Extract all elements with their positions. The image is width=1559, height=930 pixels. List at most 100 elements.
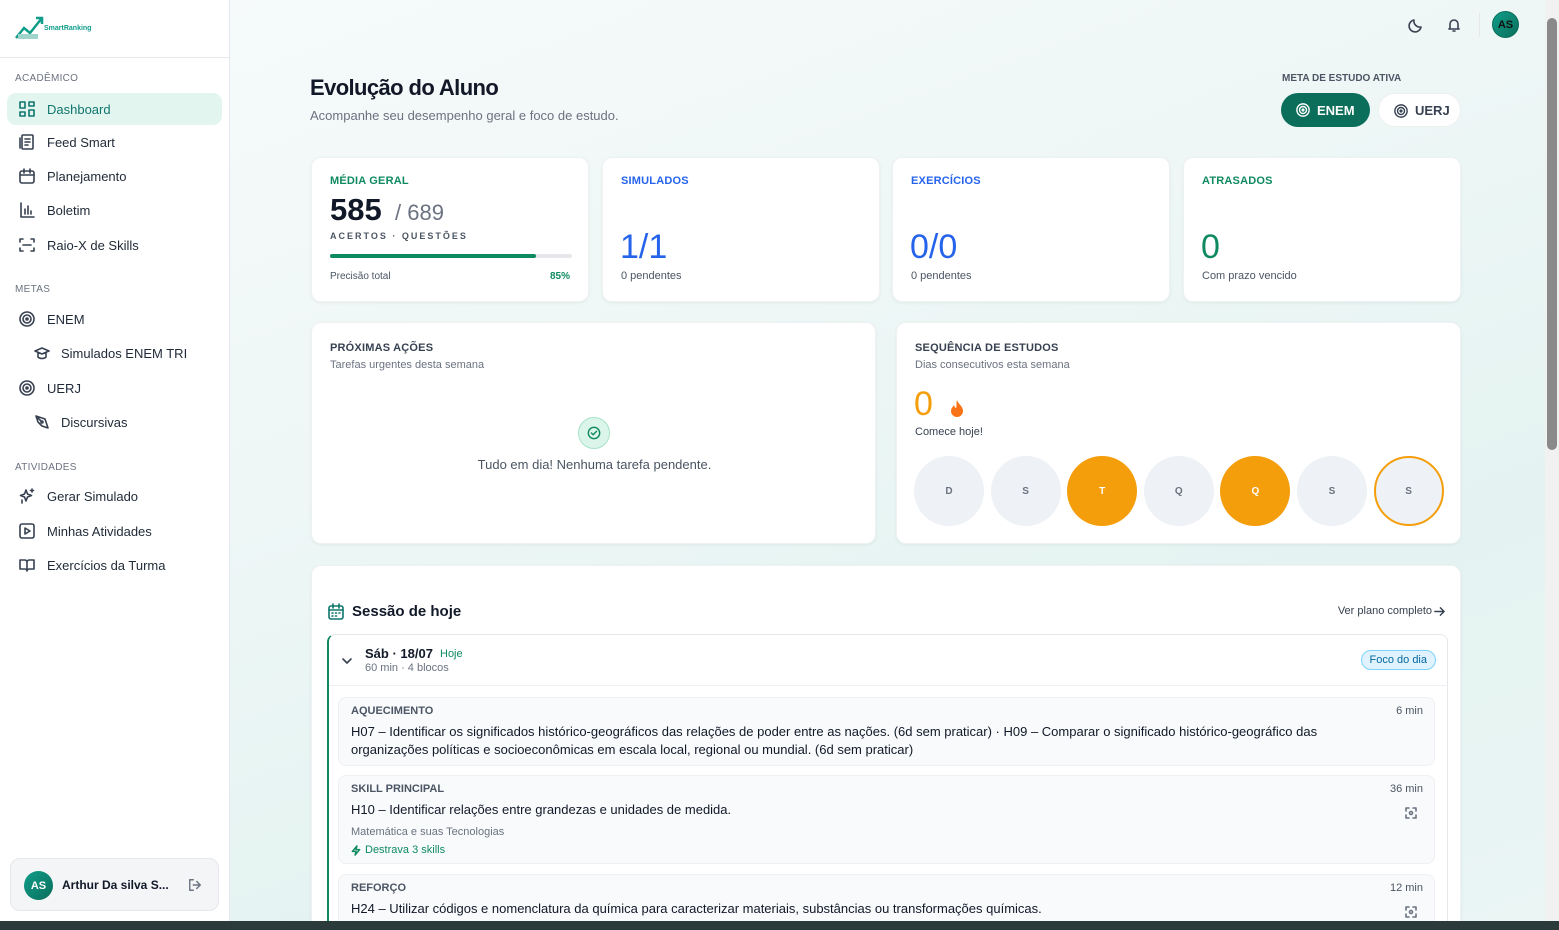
streak-day: S (1373, 456, 1444, 526)
block-unlock: Destrava 3 skills (365, 844, 446, 856)
nav-item[interactable]: Exercícios da Turma (7, 549, 222, 581)
nav-item[interactable]: ENEM (7, 303, 222, 335)
block-text: H24 – Utilizar códigos e nomenclatura da… (351, 901, 1042, 916)
stat-value: 1/1 (620, 228, 668, 266)
icon-part (34, 347, 50, 360)
block-duration: 36 min (1389, 783, 1423, 795)
icon-part (951, 400, 963, 417)
user-name: Arthur Da silva S... (62, 878, 169, 892)
stat-card: SIMULADOS 1/1 0 pendentes (602, 157, 880, 302)
icon-part (1301, 108, 1305, 112)
goal-button[interactable]: UERJ (1378, 93, 1461, 127)
icon (19, 523, 35, 539)
section-title: ACADÊMICO (15, 73, 79, 84)
nav-item[interactable]: Raio-X de Skills (7, 229, 222, 261)
empty-message: Tudo em dia! Nenhuma tarefa pendente. (477, 457, 712, 472)
icon-part (1399, 109, 1403, 113)
streak-day: Q (1220, 456, 1291, 526)
session-block: SKILL PRINCIPAL 36 min H10 – Identificar… (338, 775, 1435, 864)
icon-part (19, 311, 35, 327)
icon (1296, 103, 1310, 117)
icon (34, 347, 50, 360)
icon-part (1408, 909, 1414, 915)
icon (19, 559, 35, 572)
icon-part (19, 559, 35, 572)
nav-item[interactable]: Simulados ENEM TRI (7, 337, 222, 369)
nav-label: Boletim (47, 202, 91, 218)
nav-item[interactable]: UERJ (7, 372, 222, 404)
nav-label: Feed Smart (47, 134, 115, 150)
icon-part (1405, 807, 1417, 819)
page-title: Evolução do Aluno (310, 75, 499, 100)
nav-item[interactable]: Feed Smart (7, 126, 222, 158)
scan-button[interactable] (1405, 807, 1417, 819)
icon-part (1396, 106, 1406, 116)
stat-value: 0/0 (910, 228, 958, 266)
nav-item[interactable]: Boletim (7, 194, 222, 226)
plan-link[interactable]: Ver plano completo (1337, 605, 1432, 617)
theme-toggle[interactable] (1408, 17, 1424, 33)
notifications-button[interactable] (1446, 17, 1462, 33)
streak-card: SEQUÊNCIA DE ESTUDOS Dias consecutivos e… (896, 322, 1461, 544)
stat-caption: ACERTOS · QUESTÕES (330, 231, 468, 241)
stat-total: / 689 (395, 200, 444, 225)
nav-label: ENEM (47, 311, 85, 327)
block-kind: REFORÇO (351, 882, 406, 894)
precision-label: Precisão total (330, 271, 391, 282)
day-tag: Hoje (440, 648, 463, 660)
goal-button[interactable]: ENEM (1281, 93, 1370, 127)
sidebar: SmartRanking ACADÊMICO Dashboard Feed Sm… (0, 0, 230, 930)
block-subject: Matemática e suas Tecnologias (351, 826, 505, 838)
icon (1394, 104, 1408, 118)
icon-part (22, 314, 32, 324)
scrollbar-thumb[interactable] (1547, 18, 1557, 450)
stat-label: MÉDIA GERAL (330, 175, 409, 187)
stat-card: EXERCÍCIOS 0/0 0 pendentes (892, 157, 1170, 302)
goal-label: META DE ESTUDO ATIVA (1282, 73, 1402, 84)
goal-text: UERJ (1415, 102, 1450, 118)
nav-item[interactable]: Planejamento (7, 160, 222, 192)
icon-part (19, 238, 35, 252)
user-avatar: AS (24, 871, 53, 900)
page-subtitle: Acompanhe seu desempenho geral e foco de… (310, 108, 619, 123)
collapse-toggle[interactable] (341, 655, 353, 667)
icon-part (19, 488, 35, 504)
icon-part (20, 202, 35, 218)
divider (329, 685, 1448, 686)
icon (19, 311, 35, 327)
streak-day: D (914, 456, 984, 526)
stat-label: SIMULADOS (621, 175, 689, 187)
icon-part (19, 523, 35, 539)
icon-part (328, 605, 344, 620)
day-title: Sáb · 18/07 (365, 646, 433, 661)
streak-day: T (1067, 456, 1138, 526)
icon-part (40, 420, 44, 424)
nav-item[interactable]: Dashboard (7, 93, 222, 125)
logout-button[interactable] (188, 878, 202, 892)
card-subtitle: Dias consecutivos esta semana (915, 359, 1070, 371)
icon-part (1408, 19, 1422, 33)
stat-value: 0 (1201, 228, 1220, 266)
streak-count: 0 (914, 385, 933, 423)
bolt-icon (351, 845, 361, 856)
icon (19, 168, 35, 184)
scan-button[interactable] (1405, 906, 1417, 918)
icon-part (19, 137, 31, 149)
nav-label: Raio-X de Skills (47, 237, 139, 253)
icon-part (28, 109, 35, 117)
nav-item[interactable]: Gerar Simulado (7, 480, 222, 512)
separator (1479, 13, 1480, 37)
nav-item[interactable]: Discursivas (7, 406, 222, 438)
arrow-icon (1434, 607, 1445, 616)
nav-item[interactable]: Minhas Atividades (7, 515, 222, 547)
icon-part (587, 426, 601, 440)
icon (328, 603, 344, 620)
icon-part (24, 527, 31, 535)
profile-avatar[interactable]: AS (1492, 11, 1519, 38)
nav-label: UERJ (47, 380, 81, 396)
block-kind: AQUECIMENTO (351, 705, 434, 717)
card-subtitle: Tarefas urgentes desta semana (330, 359, 485, 371)
logo-text: SmartRanking (44, 25, 92, 32)
icon-part (19, 170, 35, 184)
icon (19, 134, 34, 150)
